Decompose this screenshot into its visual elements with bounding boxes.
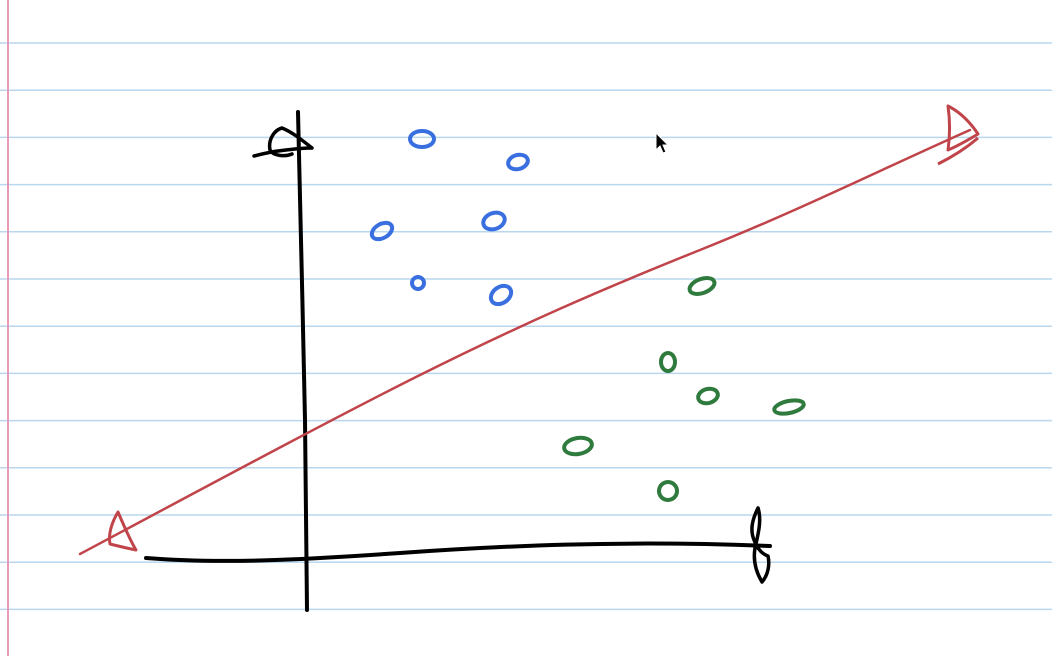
separating-line-left-arrowhead: [108, 510, 138, 552]
blue-point: [410, 275, 426, 291]
blue-point: [408, 129, 436, 149]
x-axis-arrowhead: [750, 506, 771, 584]
green-point: [696, 386, 720, 406]
x-axis: [144, 506, 772, 584]
y-axis: [252, 110, 314, 612]
green-point: [562, 435, 594, 457]
blue-point: [481, 210, 507, 232]
y-axis-line: [296, 110, 309, 612]
blue-point: [369, 220, 395, 242]
y-axis-arrowhead: [252, 126, 314, 158]
blue-point: [488, 283, 514, 307]
blue-point: [506, 152, 530, 172]
green-points: [562, 276, 806, 502]
separating-line: [78, 104, 980, 556]
mouse-pointer-icon: [655, 131, 670, 154]
green-point: [772, 398, 806, 416]
green-point: [657, 480, 679, 502]
blue-points: [369, 129, 530, 307]
ruled-lines: [0, 42, 1052, 611]
green-point: [659, 351, 677, 373]
separating-line-path: [78, 128, 972, 556]
x-axis-line: [144, 541, 772, 563]
green-point: [687, 276, 717, 296]
separating-line-right-arrowhead: [937, 104, 980, 166]
